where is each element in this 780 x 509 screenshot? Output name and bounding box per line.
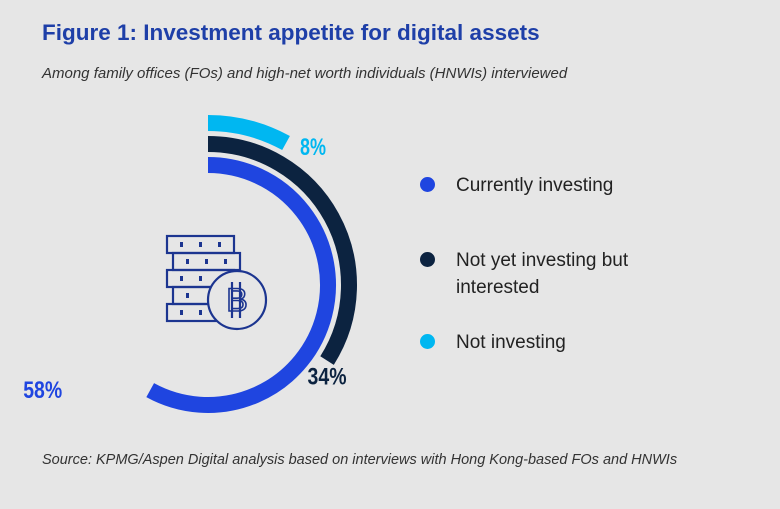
- figure-subtitle: Among family offices (FOs) and high-net …: [42, 65, 568, 82]
- arc-bar-0: [146, 157, 336, 413]
- legend-item-not-yet-investing: Not yet investing but interested: [420, 247, 680, 301]
- legend-swatch-icon: [420, 177, 435, 192]
- legend-item-currently-investing: Currently investing: [420, 172, 720, 199]
- arc-bar-1: [207, 136, 357, 365]
- legend-swatch-icon: [420, 334, 435, 349]
- svg-text:B: B: [226, 282, 247, 318]
- legend-label: Currently investing: [456, 175, 614, 196]
- data-label: 34%: [308, 364, 347, 391]
- data-label: 8%: [300, 134, 326, 161]
- figure-title: Figure 1: Investment appetite for digita…: [42, 20, 540, 45]
- source-note: Source: KPMG/Aspen Digital analysis base…: [42, 452, 678, 468]
- legend-item-not-investing: Not investing: [420, 329, 720, 356]
- data-label: 58%: [23, 377, 62, 404]
- legend-label: Not yet investing but interested: [456, 250, 629, 298]
- bitcoin-coins-stack-icon: B: [165, 234, 268, 331]
- legend-swatch-icon: [420, 252, 435, 267]
- legend-label: Not investing: [456, 332, 566, 353]
- arc-bar-2: [207, 115, 290, 151]
